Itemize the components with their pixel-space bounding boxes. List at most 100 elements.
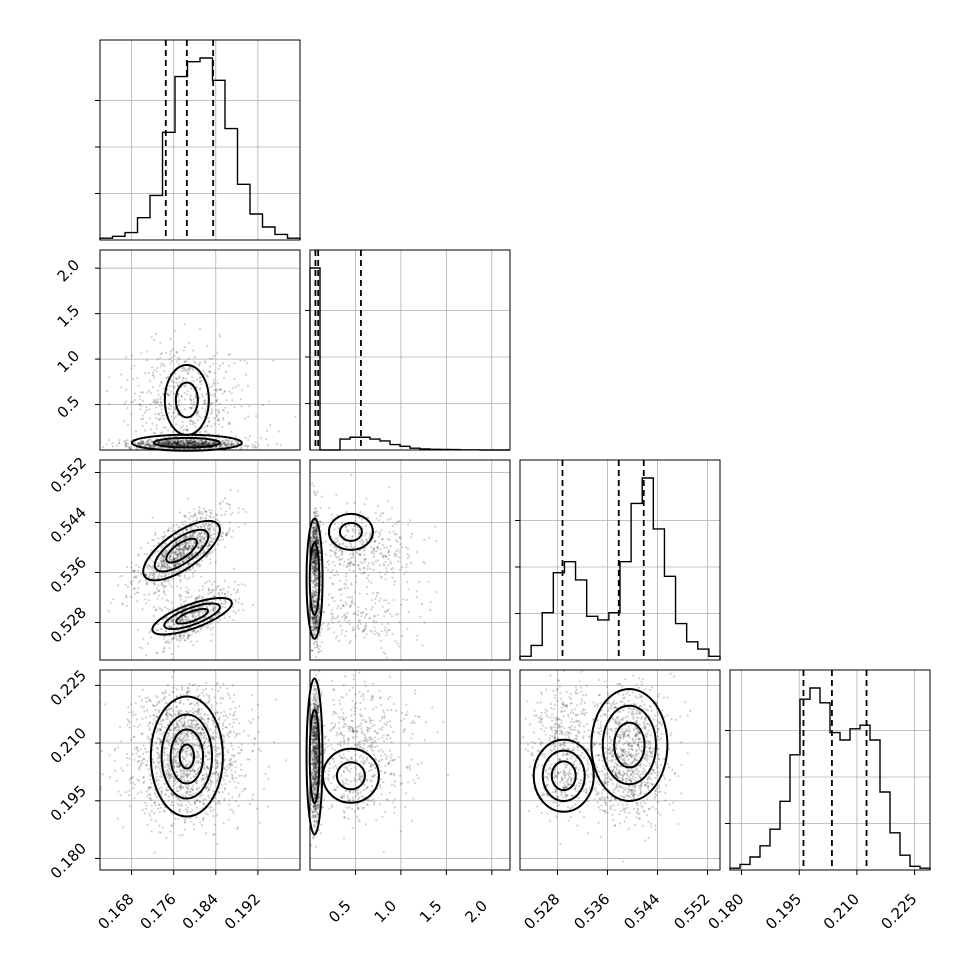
- scatter-point: [212, 595, 215, 598]
- scatter-point: [373, 615, 376, 618]
- scatter-point: [313, 592, 316, 595]
- scatter-point: [337, 555, 340, 559]
- scatter-point: [277, 430, 280, 433]
- scatter-point: [187, 711, 190, 714]
- scatter-point: [207, 544, 210, 547]
- scatter-point: [151, 565, 155, 568]
- scatter-point: [184, 534, 187, 537]
- scatter-point: [334, 552, 337, 555]
- scatter-point: [374, 602, 377, 605]
- scatter-point: [378, 634, 381, 637]
- scatter-point: [313, 551, 316, 554]
- scatter-point: [353, 524, 356, 527]
- scatter-point: [157, 752, 160, 755]
- scatter-point: [317, 651, 320, 654]
- scatter-point: [205, 600, 208, 603]
- scatter-point: [361, 539, 364, 542]
- scatter-point: [346, 612, 349, 615]
- scatter-point: [381, 521, 384, 524]
- scatter-point: [232, 721, 235, 724]
- scatter-point: [200, 708, 203, 711]
- scatter-point: [181, 632, 184, 635]
- scatter-point: [158, 572, 161, 575]
- scatter-point: [149, 445, 152, 448]
- scatter-point: [191, 369, 194, 372]
- scatter-point: [160, 560, 163, 564]
- scatter-point: [219, 388, 223, 391]
- scatter-point: [173, 442, 176, 445]
- scatter-point: [225, 443, 228, 446]
- scatter-point: [216, 621, 219, 624]
- scatter-point: [160, 404, 163, 407]
- scatter-point: [313, 616, 316, 619]
- scatter-point: [318, 631, 322, 634]
- scatter-point: [149, 565, 152, 568]
- scatter-point: [394, 580, 397, 583]
- scatter-point: [379, 639, 382, 642]
- scatter-point: [174, 553, 177, 556]
- scatter-point: [333, 528, 336, 531]
- scatter-point: [313, 531, 316, 535]
- scatter-point: [313, 548, 317, 551]
- scatter-point: [384, 567, 388, 570]
- scatter-point: [356, 613, 360, 617]
- scatter-point: [313, 621, 317, 625]
- scatter-point: [312, 527, 315, 530]
- scatter-point: [186, 616, 189, 619]
- scatter-point: [204, 555, 207, 559]
- scatter-point: [365, 585, 369, 589]
- scatter-point: [185, 444, 188, 447]
- scatter-point: [151, 538, 154, 542]
- scatter-point: [172, 612, 175, 615]
- scatter-point: [118, 442, 121, 445]
- scatter-point: [339, 563, 342, 566]
- scatter-point: [204, 609, 207, 612]
- scatter-point: [163, 364, 166, 367]
- scatter-point: [376, 613, 379, 616]
- scatter-point: [239, 398, 242, 401]
- scatter-point: [202, 524, 205, 528]
- scatter-point: [139, 443, 143, 446]
- scatter-point: [150, 804, 153, 807]
- scatter-point: [154, 432, 157, 435]
- scatter-point: [191, 442, 194, 445]
- scatter-point: [166, 639, 169, 642]
- scatter-point: [211, 402, 214, 405]
- scatter-point: [311, 535, 314, 538]
- scatter-point: [373, 614, 376, 617]
- scatter-point: [324, 566, 327, 569]
- scatter-point: [115, 444, 118, 447]
- scatter-point: [180, 603, 183, 606]
- scatter-point: [203, 551, 206, 554]
- scatter-point: [173, 440, 177, 443]
- scatter-point: [182, 429, 185, 432]
- scatter-point: [215, 770, 218, 774]
- scatter-point: [218, 791, 221, 794]
- scatter-point: [314, 626, 317, 630]
- scatter-point: [311, 561, 314, 564]
- scatter-point: [185, 590, 188, 593]
- scatter-point: [180, 744, 183, 747]
- scatter-point: [223, 390, 226, 393]
- scatter-point: [216, 415, 219, 418]
- scatter-point: [182, 635, 185, 638]
- scatter-point: [158, 441, 161, 444]
- scatter-point: [178, 552, 181, 555]
- scatter-point: [232, 567, 235, 570]
- scatter-point: [163, 442, 166, 445]
- scatter-point: [314, 580, 317, 584]
- scatter-point: [189, 540, 192, 543]
- scatter-point: [165, 599, 168, 602]
- scatter-point: [174, 550, 177, 554]
- scatter-point: [209, 524, 212, 527]
- scatter-point: [222, 442, 226, 445]
- scatter-point: [315, 588, 319, 591]
- scatter-point: [190, 442, 193, 445]
- scatter-point: [358, 553, 361, 556]
- scatter-point: [156, 622, 159, 625]
- scatter-point: [202, 441, 205, 444]
- scatter-point: [157, 574, 160, 577]
- scatter-point: [193, 723, 196, 726]
- scatter-point: [168, 566, 171, 569]
- scatter-point: [125, 672, 127, 674]
